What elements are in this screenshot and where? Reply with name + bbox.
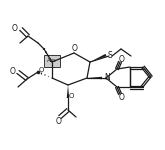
Text: O: O — [72, 44, 78, 53]
Text: O: O — [68, 93, 74, 99]
Text: O: O — [38, 67, 44, 73]
Text: Abs: Abs — [47, 58, 57, 63]
Polygon shape — [67, 85, 69, 98]
Polygon shape — [44, 55, 60, 67]
Text: O: O — [56, 117, 62, 126]
Text: O: O — [119, 93, 125, 102]
Text: O: O — [119, 54, 125, 63]
Text: O: O — [12, 24, 18, 33]
Polygon shape — [87, 77, 102, 79]
Text: S: S — [108, 51, 112, 60]
Text: O: O — [9, 68, 15, 76]
Polygon shape — [90, 54, 106, 62]
Text: N: N — [104, 72, 110, 81]
